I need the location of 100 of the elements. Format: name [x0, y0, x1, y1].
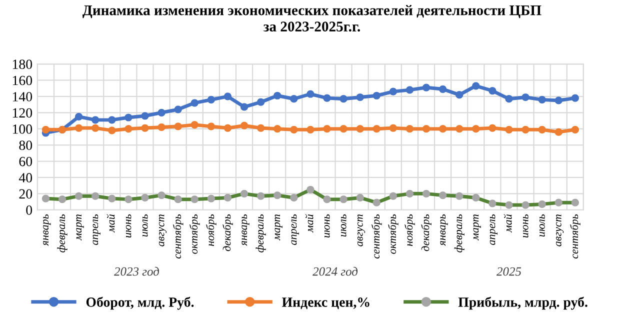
point — [323, 125, 331, 133]
x-tick-label: апрель — [92, 214, 100, 245]
point — [472, 125, 480, 133]
point — [174, 122, 182, 130]
point — [290, 126, 298, 134]
point — [488, 200, 496, 208]
point — [389, 124, 397, 132]
point — [439, 191, 447, 200]
point — [389, 192, 397, 200]
x-tick-label: июнь — [522, 214, 528, 238]
point — [488, 86, 496, 95]
point — [141, 124, 149, 132]
point — [108, 116, 116, 124]
x-tick-label: декабрь — [222, 214, 233, 252]
x-tick-label: июль — [142, 214, 148, 237]
point — [207, 194, 215, 202]
point — [42, 194, 50, 202]
point — [108, 194, 116, 202]
point — [422, 84, 430, 92]
y-tick-label: 60 — [19, 156, 32, 166]
text: 2025 — [496, 267, 522, 276]
x-tick-label: апрель — [490, 214, 498, 245]
point — [356, 93, 364, 102]
x-tick-label: август — [357, 214, 366, 246]
x-tick-label: ноябрь — [206, 214, 216, 246]
x-tick-label: январь — [440, 214, 448, 246]
point — [571, 126, 579, 134]
chart-title: Динамика изменения экономических показателей деятельности ЦБП за 2023-2025г.г. — [82, 5, 542, 32]
point — [174, 106, 182, 114]
x-tick-label: декабрь — [421, 214, 432, 252]
y-tick-label: 180 — [12, 60, 32, 69]
point — [488, 124, 496, 132]
x-tick-label: июнь — [126, 214, 132, 238]
point — [257, 124, 265, 132]
point — [224, 124, 232, 132]
point — [290, 95, 298, 103]
x-tick-label: январь — [43, 214, 51, 246]
point — [190, 120, 198, 129]
point — [456, 91, 464, 99]
point — [224, 194, 232, 202]
point — [472, 194, 480, 202]
point — [190, 196, 198, 204]
x-tick-label: октябрь — [189, 214, 200, 254]
point — [306, 186, 314, 194]
y-tick-label: 160 — [12, 76, 32, 86]
point — [356, 194, 364, 202]
point — [571, 198, 579, 206]
point — [240, 122, 248, 130]
x-tick-label: март — [473, 214, 481, 240]
point — [340, 95, 348, 103]
point — [571, 94, 579, 102]
point — [75, 124, 83, 132]
point — [406, 125, 414, 133]
point — [58, 196, 66, 204]
x-tick-label: март — [76, 214, 84, 240]
point — [456, 192, 464, 200]
x-tick-label: июль — [540, 214, 545, 237]
point — [538, 126, 546, 134]
x-tick-label: август — [158, 214, 167, 246]
x-tick-label: май — [504, 214, 512, 233]
point — [158, 108, 166, 116]
point — [124, 125, 132, 133]
point — [505, 201, 513, 209]
point — [174, 196, 182, 204]
point — [290, 194, 298, 202]
point — [422, 125, 430, 133]
point — [240, 103, 248, 111]
point — [108, 126, 116, 134]
x-tick-label: январь — [242, 214, 250, 246]
point — [389, 88, 397, 96]
point — [257, 98, 265, 106]
x-tick-label: ноябрь — [404, 214, 415, 246]
point — [456, 125, 464, 133]
point — [372, 125, 380, 133]
point — [439, 85, 447, 93]
point — [505, 95, 513, 103]
x-tick-label: май — [305, 214, 314, 233]
point — [141, 112, 149, 120]
point — [158, 123, 166, 132]
point — [505, 126, 513, 134]
y-tick-label: 40 — [18, 173, 32, 182]
point — [340, 196, 348, 204]
x-tick-label: июль — [340, 214, 346, 237]
x-tick-label: август — [556, 214, 564, 246]
point — [42, 126, 50, 134]
point — [340, 125, 348, 133]
y-tick-label: 120 — [12, 108, 32, 118]
y-tick-label: 20 — [19, 189, 32, 199]
point — [124, 114, 132, 122]
text: 2024 год — [312, 266, 358, 276]
point — [406, 190, 414, 198]
x-tick-label: май — [106, 214, 115, 233]
point — [240, 190, 248, 198]
point — [472, 82, 480, 90]
y-tick-label: 80 — [19, 140, 32, 150]
point — [274, 125, 282, 133]
y-tick-label: 0 — [26, 205, 32, 215]
point — [372, 198, 380, 206]
point — [554, 128, 562, 136]
y-tick-label: 100 — [12, 124, 32, 134]
